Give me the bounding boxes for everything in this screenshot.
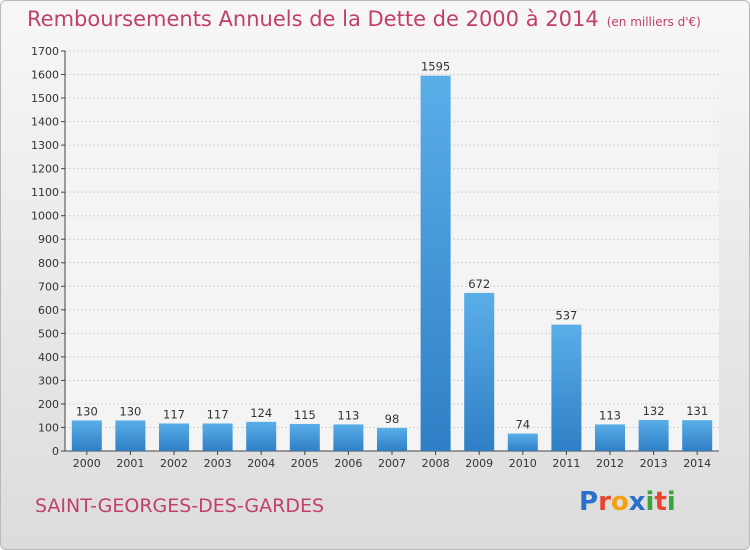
x-tick-label: 2005 (291, 457, 319, 470)
logo-letter: t (654, 487, 667, 517)
bar-value-label: 131 (686, 404, 708, 418)
plot-area (65, 51, 719, 451)
bar (202, 423, 233, 451)
bar-value-label: 130 (119, 404, 141, 418)
bar (377, 427, 407, 451)
logo-letter: i (645, 487, 655, 517)
bar-value-label: 98 (385, 412, 400, 426)
y-tick-label: 800 (38, 257, 59, 270)
bar (638, 419, 669, 451)
x-tick-label: 2004 (247, 457, 275, 470)
x-tick-label: 2000 (73, 457, 101, 470)
y-tick-label: 400 (38, 351, 59, 364)
bar-value-label: 672 (468, 277, 490, 291)
y-tick-label: 900 (38, 233, 59, 246)
x-tick-label: 2010 (509, 457, 537, 470)
bar (159, 423, 189, 451)
bar-value-label: 132 (643, 404, 665, 418)
bar-value-label: 537 (555, 309, 577, 323)
proxiti-logo: Proxiti (579, 487, 691, 527)
x-tick-label: 2008 (422, 457, 450, 470)
bar-value-label: 113 (337, 408, 359, 422)
y-tick-label: 200 (38, 398, 59, 411)
bar-value-label: 74 (515, 418, 530, 432)
y-tick-label: 1500 (31, 92, 59, 105)
y-tick-label: 1400 (31, 116, 59, 129)
bar-value-label: 115 (294, 408, 316, 422)
logo-letter: o (610, 487, 629, 517)
bar (115, 420, 146, 451)
y-tick-label: 1200 (31, 163, 59, 176)
x-tick-label: 2006 (334, 457, 362, 470)
bar (595, 424, 625, 451)
bar-value-label: 117 (163, 407, 185, 421)
bar-value-label: 130 (76, 404, 98, 418)
bar-value-label: 124 (250, 406, 272, 420)
y-tick-label: 1300 (31, 139, 59, 152)
bar (464, 292, 495, 451)
y-tick-label: 1700 (31, 45, 59, 58)
bar (551, 324, 582, 451)
logo-letter: i (666, 487, 676, 517)
x-tick-label: 2003 (204, 457, 232, 470)
y-tick-label: 100 (38, 421, 59, 434)
bar-value-label: 1595 (421, 60, 450, 74)
y-tick-label: 700 (38, 280, 59, 293)
x-tick-label: 2014 (683, 457, 711, 470)
x-tick-label: 2009 (465, 457, 493, 470)
bar (507, 433, 538, 451)
x-tick-label: 2011 (552, 457, 580, 470)
x-tick-label: 2001 (116, 457, 144, 470)
bar (333, 424, 364, 451)
logo-letter: x (628, 487, 646, 517)
commune-name: SAINT-GEORGES-DES-GARDES (35, 495, 325, 517)
chart-title-text: Remboursements Annuels de la Dette de 20… (27, 7, 599, 31)
y-tick-label: 500 (38, 327, 59, 340)
bar-value-label: 117 (207, 407, 229, 421)
x-tick-label: 2002 (160, 457, 188, 470)
bar-value-label: 113 (599, 408, 621, 422)
x-tick-label: 2007 (378, 457, 406, 470)
y-tick-label: 0 (52, 445, 59, 458)
y-tick-label: 1600 (31, 69, 59, 82)
logo-letter: P (579, 487, 599, 517)
bar (682, 420, 713, 451)
chart-title: Remboursements Annuels de la Dette de 20… (27, 7, 701, 31)
x-tick-label: 2012 (596, 457, 624, 470)
x-tick-label: 2013 (640, 457, 668, 470)
y-tick-label: 1100 (31, 186, 59, 199)
y-tick-label: 300 (38, 374, 59, 387)
chart-unit: (en milliers d'€) (606, 15, 701, 29)
bar (71, 420, 102, 451)
bar (420, 75, 451, 452)
y-tick-label: 1000 (31, 210, 59, 223)
bar (246, 421, 277, 451)
y-tick-label: 600 (38, 304, 59, 317)
bar (289, 423, 320, 451)
logo-letter: r (598, 487, 611, 517)
